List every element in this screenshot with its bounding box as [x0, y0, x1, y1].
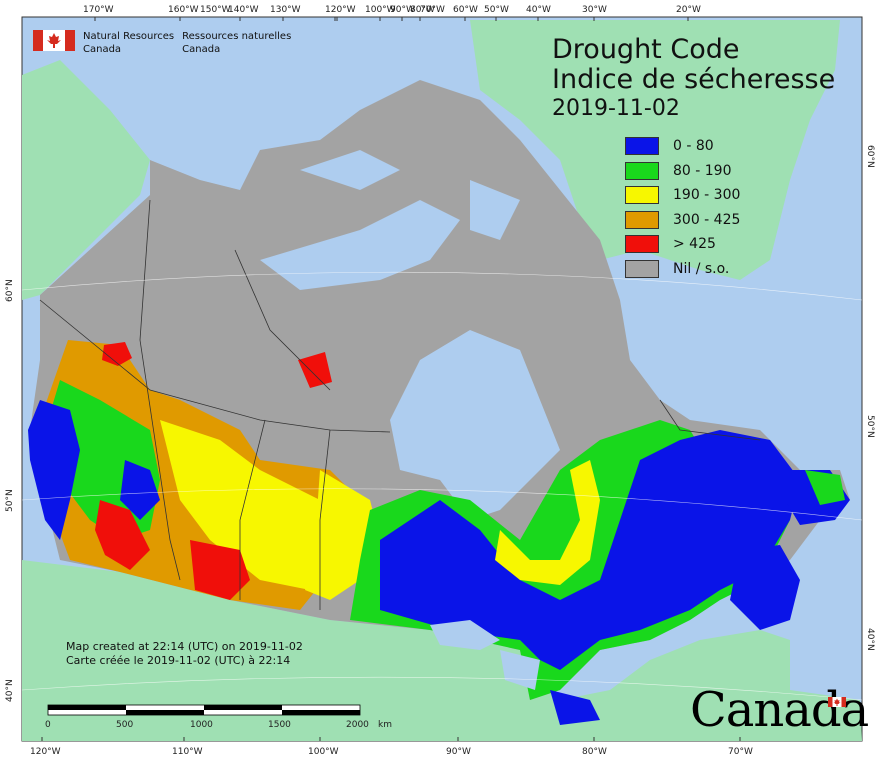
drought-zone-80-190-newfoundland: [805, 470, 845, 505]
drought-zone-0-80-west: [28, 400, 160, 540]
bottom-tick-label: 80°W: [582, 747, 607, 757]
bottom-tick-label: 110°W: [172, 747, 203, 757]
drought-zone-190-300-west: [160, 420, 340, 590]
legend-swatch: [625, 137, 659, 156]
scale-label: 2000: [346, 720, 369, 730]
agency-en-line1: Natural Resources: [83, 31, 175, 42]
graticule: [21, 271, 863, 701]
agency-name-fr: Ressources naturelles Canada: [182, 30, 291, 56]
legend-label: 0 - 80: [673, 138, 714, 155]
legend-swatch: [625, 186, 659, 205]
top-tick-label: 150°W: [200, 5, 231, 15]
legend-swatch: [625, 161, 659, 180]
top-tick-label: 90°W: [390, 5, 415, 15]
usa-landmass: [22, 560, 862, 741]
legend-label: 80 - 190: [673, 162, 732, 179]
scale-label: 500: [116, 720, 133, 730]
top-tick-label: 50°W: [484, 5, 509, 15]
provincial-boundaries: [39, 199, 761, 610]
drought-zone-0-80-east: [380, 430, 800, 670]
credit-line-en: Map created at 22:14 (UTC) on 2019-11-02: [66, 640, 303, 653]
arctic-channels: [260, 150, 520, 290]
legend-swatch: [625, 235, 659, 254]
agency-en-line2: Canada: [83, 44, 122, 55]
legend-item: > 425: [625, 232, 740, 257]
canada-wordmark: Canada: [690, 682, 869, 738]
hudson-bay: [390, 330, 560, 520]
top-tick-label: 130°W: [270, 5, 301, 15]
right-axis: 60°N 50°N 40°N: [865, 145, 875, 651]
wordmark-flag-icon: [828, 692, 846, 707]
scale-label: 1500: [268, 720, 291, 730]
legend-swatch: [625, 210, 659, 229]
map-title-en: Drought Code: [552, 34, 740, 65]
top-tick-label: 100°W: [365, 5, 396, 15]
right-tick-label: 50°N: [865, 415, 875, 438]
agency-name-en: Natural Resources Canada: [83, 30, 174, 56]
top-tick-label: 140°W: [228, 5, 259, 15]
top-tick-label: 80°W: [410, 5, 435, 15]
great-lakes: [430, 620, 540, 690]
left-tick-label: 40°N: [5, 679, 15, 702]
scale-label: 1000: [190, 720, 213, 730]
top-tick-label: 170°W: [83, 5, 114, 15]
top-tick-label: 40°W: [526, 5, 551, 15]
legend-label: Nil / s.o.: [673, 260, 730, 277]
map-date: 2019-11-02: [552, 96, 680, 121]
drought-zone-0-80-ontario: [550, 690, 600, 725]
agency-fr-line1: Ressources naturelles: [182, 31, 292, 42]
map-credit: Map created at 22:14 (UTC) on 2019-11-02…: [66, 640, 303, 668]
agency-fr-line2: Canada: [182, 44, 221, 55]
bottom-tick-label: 120°W: [30, 747, 61, 757]
legend-label: 190 - 300: [673, 187, 741, 204]
legend-label: > 425: [673, 236, 716, 253]
legend-label: 300 - 425: [673, 211, 741, 228]
top-tick-label: 120°W: [325, 5, 356, 15]
canada-flag-icon: [33, 30, 75, 51]
map-title-fr: Indice de sécheresse: [552, 64, 836, 95]
drought-zone-190-300-james-bay: [495, 460, 600, 585]
legend-item: 80 - 190: [625, 159, 740, 184]
bottom-tick-label: 70°W: [728, 747, 753, 757]
left-tick-label: 50°N: [5, 489, 15, 512]
right-tick-label: 60°N: [865, 145, 875, 168]
legend-swatch: [625, 259, 659, 278]
legend-item: 300 - 425: [625, 208, 740, 233]
left-tick-label: 60°N: [5, 279, 15, 302]
scale-bar: 0 500 1000 1500 2000 km: [45, 704, 392, 730]
top-tick-label: 70°W: [420, 5, 445, 15]
bottom-axis: 120°W 110°W 100°W 90°W 80°W 70°W: [30, 737, 753, 757]
alaska-landmass: [22, 60, 150, 300]
scale-label: 0: [45, 720, 51, 730]
right-tick-label: 40°N: [865, 628, 875, 651]
legend-item: 0 - 80: [625, 134, 740, 159]
credit-line-fr: Carte créée le 2019-11-02 (UTC) à 22:14: [66, 654, 291, 667]
top-tick-label: 60°W: [453, 5, 478, 15]
legend: 0 - 80 80 - 190 190 - 300 300 - 425 > 42…: [625, 134, 740, 281]
nrcan-signature: Natural Resources Canada Ressources natu…: [33, 30, 299, 56]
top-tick-label: 160°W: [168, 5, 199, 15]
top-tick-label: 20°W: [676, 5, 701, 15]
bottom-tick-label: 90°W: [446, 747, 471, 757]
left-axis: 60°N 50°N 40°N: [5, 279, 15, 702]
legend-item: 190 - 300: [625, 183, 740, 208]
drought-zone-0-80-atlantic: [730, 470, 850, 630]
bottom-tick-label: 100°W: [308, 747, 339, 757]
top-tick-label: 30°W: [582, 5, 607, 15]
scale-unit: km: [378, 720, 392, 730]
top-axis: 170°W 160°W 150°W 140°W 130°W 120°W 100°…: [83, 5, 701, 21]
legend-item: Nil / s.o.: [625, 257, 740, 282]
